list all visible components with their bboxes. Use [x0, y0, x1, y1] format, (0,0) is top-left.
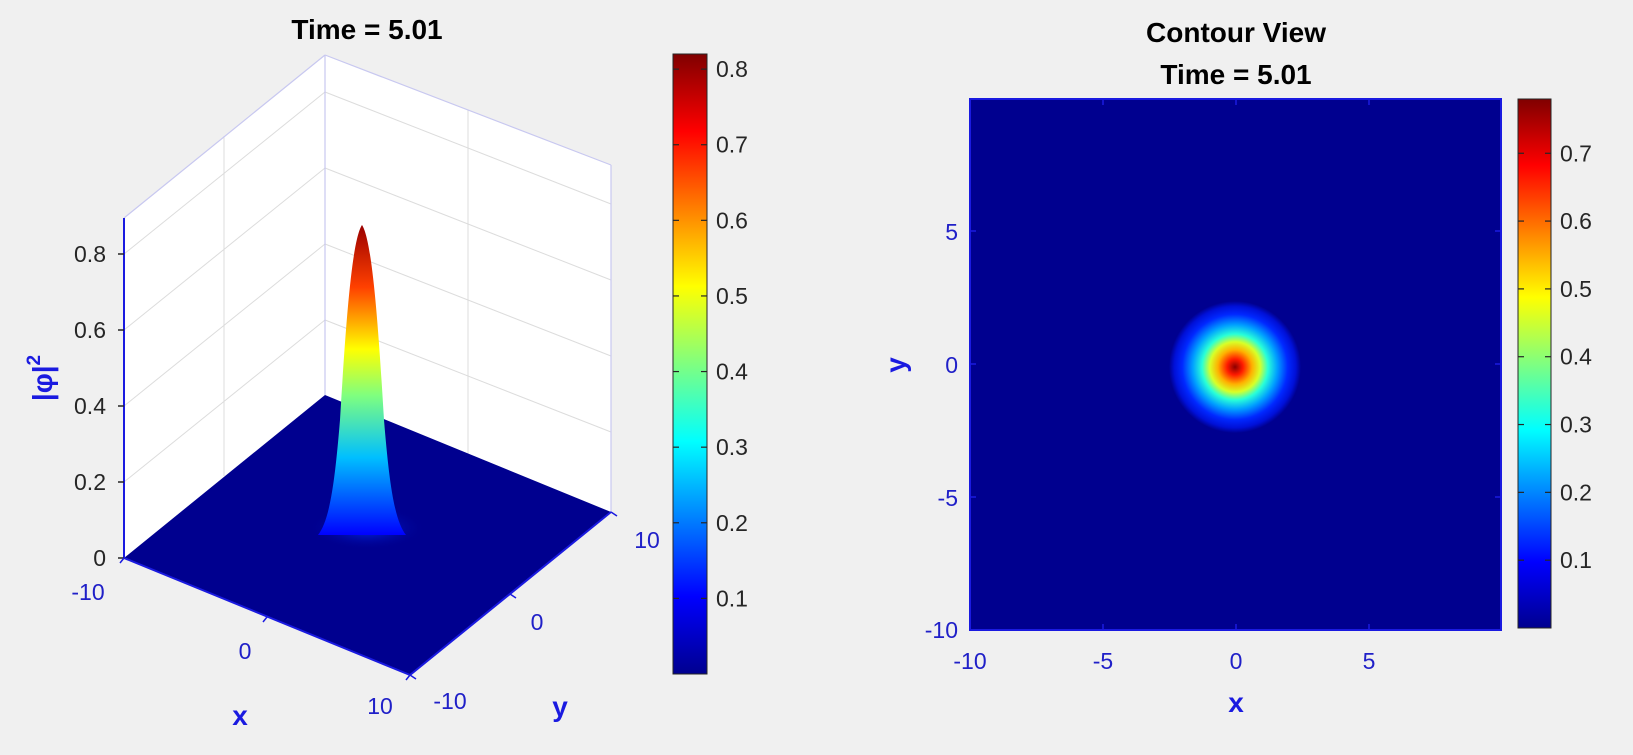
surface-colorbar-tick-label: 0.1	[716, 585, 748, 611]
surface-colorbar-tick-label: 0.2	[716, 510, 748, 536]
surface-y-ticks	[409, 511, 618, 680]
svg-text:|φ|2: |φ|2	[24, 355, 58, 401]
surface-z-tick-label: 0.2	[74, 469, 106, 495]
surface-z-tick-label: 0.6	[74, 317, 106, 343]
surface-z-tick-label: 0.8	[74, 241, 106, 267]
contour-title-line2: Time = 5.01	[1160, 59, 1311, 90]
surface-z-label-sup: 2	[24, 355, 45, 366]
contour-y-tick-label: -10	[925, 617, 958, 643]
contour-colorbar-tick-label: 0.3	[1560, 412, 1592, 438]
contour-y-label: y	[880, 357, 911, 373]
surface-x-label: x	[232, 700, 248, 731]
surface-z-tick-label: 0	[93, 545, 106, 571]
contour-colorbar-tick-label: 0.4	[1560, 344, 1592, 370]
contour-x-ticks	[969, 99, 1370, 630]
surface-gridlines	[123, 91, 612, 483]
surface-z-tick-label: 0.4	[74, 393, 106, 419]
surface-title: Time = 5.01	[291, 14, 442, 45]
surface-colorbar-tick-label: 0.6	[716, 207, 748, 233]
contour-x-tick-label: -5	[1093, 648, 1113, 674]
surface-y-tick-label: -10	[433, 688, 466, 714]
contour-peak	[1169, 301, 1301, 433]
surface-z-ticks	[118, 253, 124, 559]
surface-y-tick-label: 10	[634, 527, 660, 553]
contour-y-tick-label: -5	[938, 485, 958, 511]
contour-colorbar	[1517, 98, 1552, 629]
contour-colorbar-tick-label: 0.7	[1560, 140, 1592, 166]
surface-x-tick-label: -10	[71, 579, 104, 605]
contour-colorbar-tick-label: 0.2	[1560, 479, 1592, 505]
surface-colorbar-tick-label: 0.8	[716, 56, 748, 82]
surface-z-label-text: |φ|	[27, 365, 58, 401]
surface-x-tick-label: 10	[367, 693, 393, 719]
contour-chart: Contour View Time = 5.01 -10 -5 0 5 -	[880, 17, 1592, 718]
surface-colorbar-tick-label: 0.7	[716, 132, 748, 158]
surface-colorbar-tick-label: 0.4	[716, 359, 748, 385]
contour-x-tick-label: -10	[953, 648, 986, 674]
surface-z-label: |φ|2	[24, 355, 58, 401]
surface-x-ticks	[119, 557, 411, 681]
surface-colorbar-tick-label: 0.5	[716, 283, 748, 309]
surface-x-tick-label: 0	[239, 638, 252, 664]
contour-colorbar-tick-label: 0.6	[1560, 208, 1592, 234]
contour-y-tick-label: 5	[945, 219, 958, 245]
surface-y-tick-label: 0	[531, 609, 544, 635]
surface-y-label: y	[552, 691, 568, 722]
contour-x-label: x	[1228, 687, 1244, 718]
surface-colorbar-ticks: 0.1 0.2 0.3 0.4 0.5 0.6 0.7 0.8	[673, 56, 748, 611]
contour-colorbar-tick-label: 0.1	[1560, 547, 1592, 573]
surface-colorbar-tick-label: 0.3	[716, 434, 748, 460]
surface-peak	[318, 225, 406, 535]
contour-y-tick-label: 0	[945, 352, 958, 378]
contour-y-ticks	[970, 230, 1501, 498]
contour-x-tick-label: 0	[1230, 648, 1243, 674]
surface-chart: Time = 5.01	[24, 14, 748, 731]
contour-x-tick-label: 5	[1363, 648, 1376, 674]
surface-colorbar	[672, 53, 708, 675]
contour-colorbar-ticks: 0.1 0.2 0.3 0.4 0.5 0.6 0.7	[1518, 140, 1592, 573]
contour-colorbar-tick-label: 0.5	[1560, 276, 1592, 302]
contour-title-line1: Contour View	[1146, 17, 1326, 48]
